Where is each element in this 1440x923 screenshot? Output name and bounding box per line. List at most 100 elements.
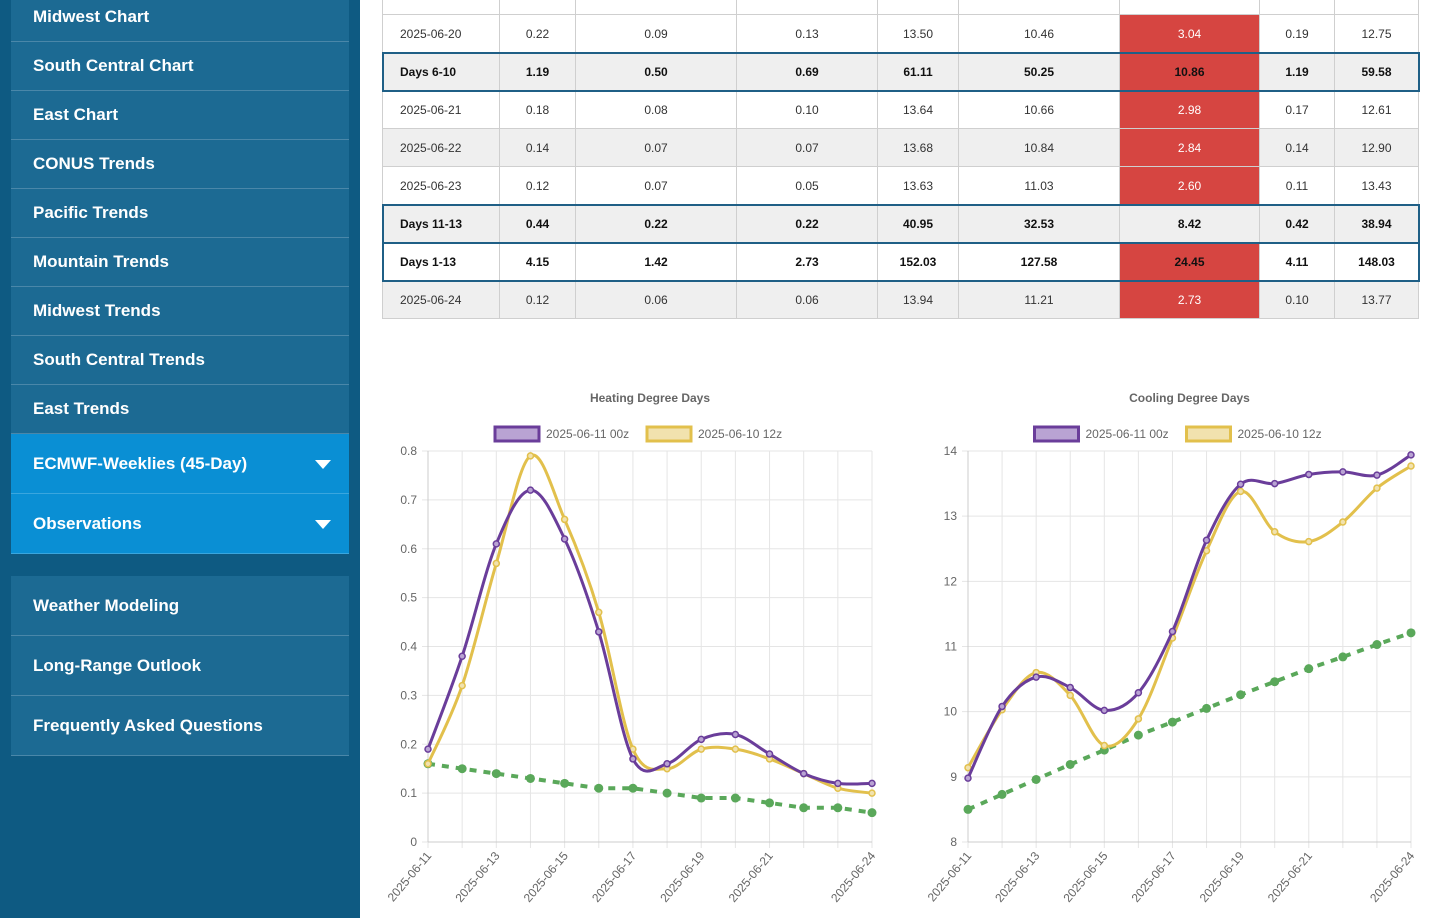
cdd-chart: Cooling Degree Days 2025-06-11 00z 2025-06…: [920, 380, 1430, 923]
sidebar-item-label: Weather Modeling: [33, 595, 180, 615]
table-cell: 0.17: [1259, 90, 1335, 129]
cdd-chart-svg: Cooling Degree Days 2025-06-11 00z 2025-06…: [925, 391, 1418, 905]
sidebar-item-midwest-trends[interactable]: Midwest Trends: [11, 287, 349, 336]
table-row: 2025-06-19: [382, 0, 1419, 15]
x-tick-label: 2025-06-15: [1060, 849, 1110, 905]
hdd-chart: Heating Degree Days 2025-06-11 00z 2025-06…: [380, 380, 880, 923]
sidebar-item-south-central-trends[interactable]: South Central Trends: [11, 336, 349, 385]
data-point: [1066, 683, 1074, 692]
table-cell: 13.43: [1334, 166, 1419, 205]
sidebar-item-east-trends[interactable]: East Trends: [11, 385, 349, 434]
row-label-cell: 2025-06-20: [382, 14, 500, 53]
table-cell: 38.94: [1334, 204, 1419, 243]
row-label-cell: Days 11-13: [382, 204, 500, 243]
sidebar-item-mountain-trends[interactable]: Mountain Trends: [11, 238, 349, 287]
y-tick-label: 0: [410, 835, 417, 849]
data-point: [731, 730, 740, 739]
table-cell: 152.03: [877, 242, 959, 281]
sidebar-item-label: Mountain Trends: [33, 252, 169, 271]
data-point: [458, 681, 466, 690]
table-cell: 0.22: [575, 204, 737, 243]
sidebar-item-south-central-chart[interactable]: South Central Chart: [11, 42, 349, 91]
x-tick-label: 2025-06-21: [726, 849, 776, 905]
y-tick-label: 0.4: [400, 640, 417, 654]
table-cell: 0.10: [1259, 280, 1335, 319]
row-label-cell: 2025-06-24: [382, 280, 500, 319]
sidebar-item-weather-modeling[interactable]: Weather Modeling: [11, 576, 349, 636]
table-cell: [499, 0, 576, 15]
sidebar-item-conus-trends[interactable]: CONUS Trends: [11, 140, 349, 189]
sidebar-item-midwest-chart[interactable]: Midwest Chart: [11, 0, 349, 42]
legend-label: 2025-06-11 00z: [546, 427, 629, 441]
degree-day-table-wrap: 2025-06-192025-06-200.220.090.1313.5010.…: [381, 0, 1420, 319]
table-cell: 10.66: [958, 90, 1120, 129]
data-point: [1407, 462, 1415, 470]
data-point: [1133, 730, 1143, 740]
sidebar-item-label: ECMWF-Weeklies (45-Day): [33, 453, 248, 473]
table-cell: [1259, 0, 1335, 15]
table-cell: 0.13: [736, 14, 878, 53]
table-cell: 0.14: [499, 128, 576, 167]
table-cell: [877, 0, 959, 15]
y-tick-label: 0.2: [400, 737, 417, 751]
data-point: [834, 779, 842, 788]
data-point: [697, 735, 705, 744]
sidebar-item-faq[interactable]: Frequently Asked Questions: [11, 696, 349, 756]
data-point: [867, 808, 877, 818]
sidebar-item-label: East Chart: [33, 105, 119, 124]
data-point: [1236, 480, 1245, 488]
data-point: [424, 745, 432, 753]
table-cell: 0.08: [575, 90, 737, 129]
x-tick-label: 2025-06-17: [589, 849, 639, 905]
table-cell: 0.12: [499, 280, 576, 319]
sidebar-item-label: Midwest Trends: [33, 301, 161, 320]
series-line-normal: [427, 761, 873, 815]
data-point: [1134, 689, 1143, 697]
data-point: [696, 793, 706, 803]
y-tick-label: 0.1: [400, 786, 417, 800]
table-row: 2025-06-24 0.12 0.06 0.06 13.94 11.21 2.73 0.10…: [382, 280, 1419, 319]
legend-label: 2025-06-10 12z: [698, 427, 782, 441]
legend-label: 2025-06-10 12z: [1238, 427, 1322, 441]
table-cell: [958, 0, 1120, 15]
data-point: [1373, 484, 1381, 492]
chevron-down-icon[interactable]: [315, 459, 331, 469]
legend-swatch: [493, 425, 541, 443]
data-point: [963, 804, 973, 814]
data-point: [1305, 470, 1313, 479]
data-point: [868, 789, 876, 797]
table-cell: 10.84: [958, 128, 1120, 167]
series-line-0611-00z: [426, 488, 873, 786]
table-row: 2025-06-22 0.14 0.07 0.07 13.68 10.84 2.84 0.14…: [382, 128, 1419, 167]
sidebar-item-long-range-outlook[interactable]: Long-Range Outlook: [11, 636, 349, 696]
table-cell: 13.63: [877, 166, 959, 205]
table-cell: 2.84: [1119, 128, 1260, 167]
table-cell: 0.42: [1259, 204, 1335, 243]
table-cell: 0.44: [499, 204, 576, 243]
y-tick-label: 11: [945, 640, 958, 654]
chevron-down-icon[interactable]: [315, 519, 331, 529]
legend-swatch: [645, 425, 693, 443]
x-tick-label: 2025-06-19: [657, 849, 707, 905]
table-cell: 0.19: [1259, 14, 1335, 53]
table-cell: 12.90: [1334, 128, 1419, 167]
table-cell: 50.25: [958, 52, 1120, 91]
table-cell: 0.05: [736, 166, 878, 205]
table-cell: 24.45: [1119, 242, 1260, 281]
data-point: [997, 789, 1007, 799]
sidebar-region-list: Midwest Chart South Central Chart East C…: [11, 0, 349, 554]
table-cell: 0.14: [1259, 128, 1335, 167]
data-point: [663, 760, 671, 768]
table-cell: 1.19: [1259, 52, 1335, 91]
data-point: [1305, 537, 1313, 546]
x-tick-label: 2025-06-11: [385, 849, 435, 905]
sidebar-item-ecmwf-weeklies[interactable]: ECMWF-Weeklies (45-Day): [11, 434, 349, 494]
table-cell: [575, 0, 737, 15]
sidebar-item-east-chart[interactable]: East Chart: [11, 91, 349, 140]
sidebar-item-observations[interactable]: Observations: [11, 494, 349, 554]
data-point: [1202, 536, 1211, 545]
sidebar-item-pacific-trends[interactable]: Pacific Trends: [11, 189, 349, 238]
table-cell: 0.07: [575, 166, 737, 205]
data-point: [1236, 690, 1246, 700]
row-label-cell: Days 1-13: [382, 242, 500, 281]
